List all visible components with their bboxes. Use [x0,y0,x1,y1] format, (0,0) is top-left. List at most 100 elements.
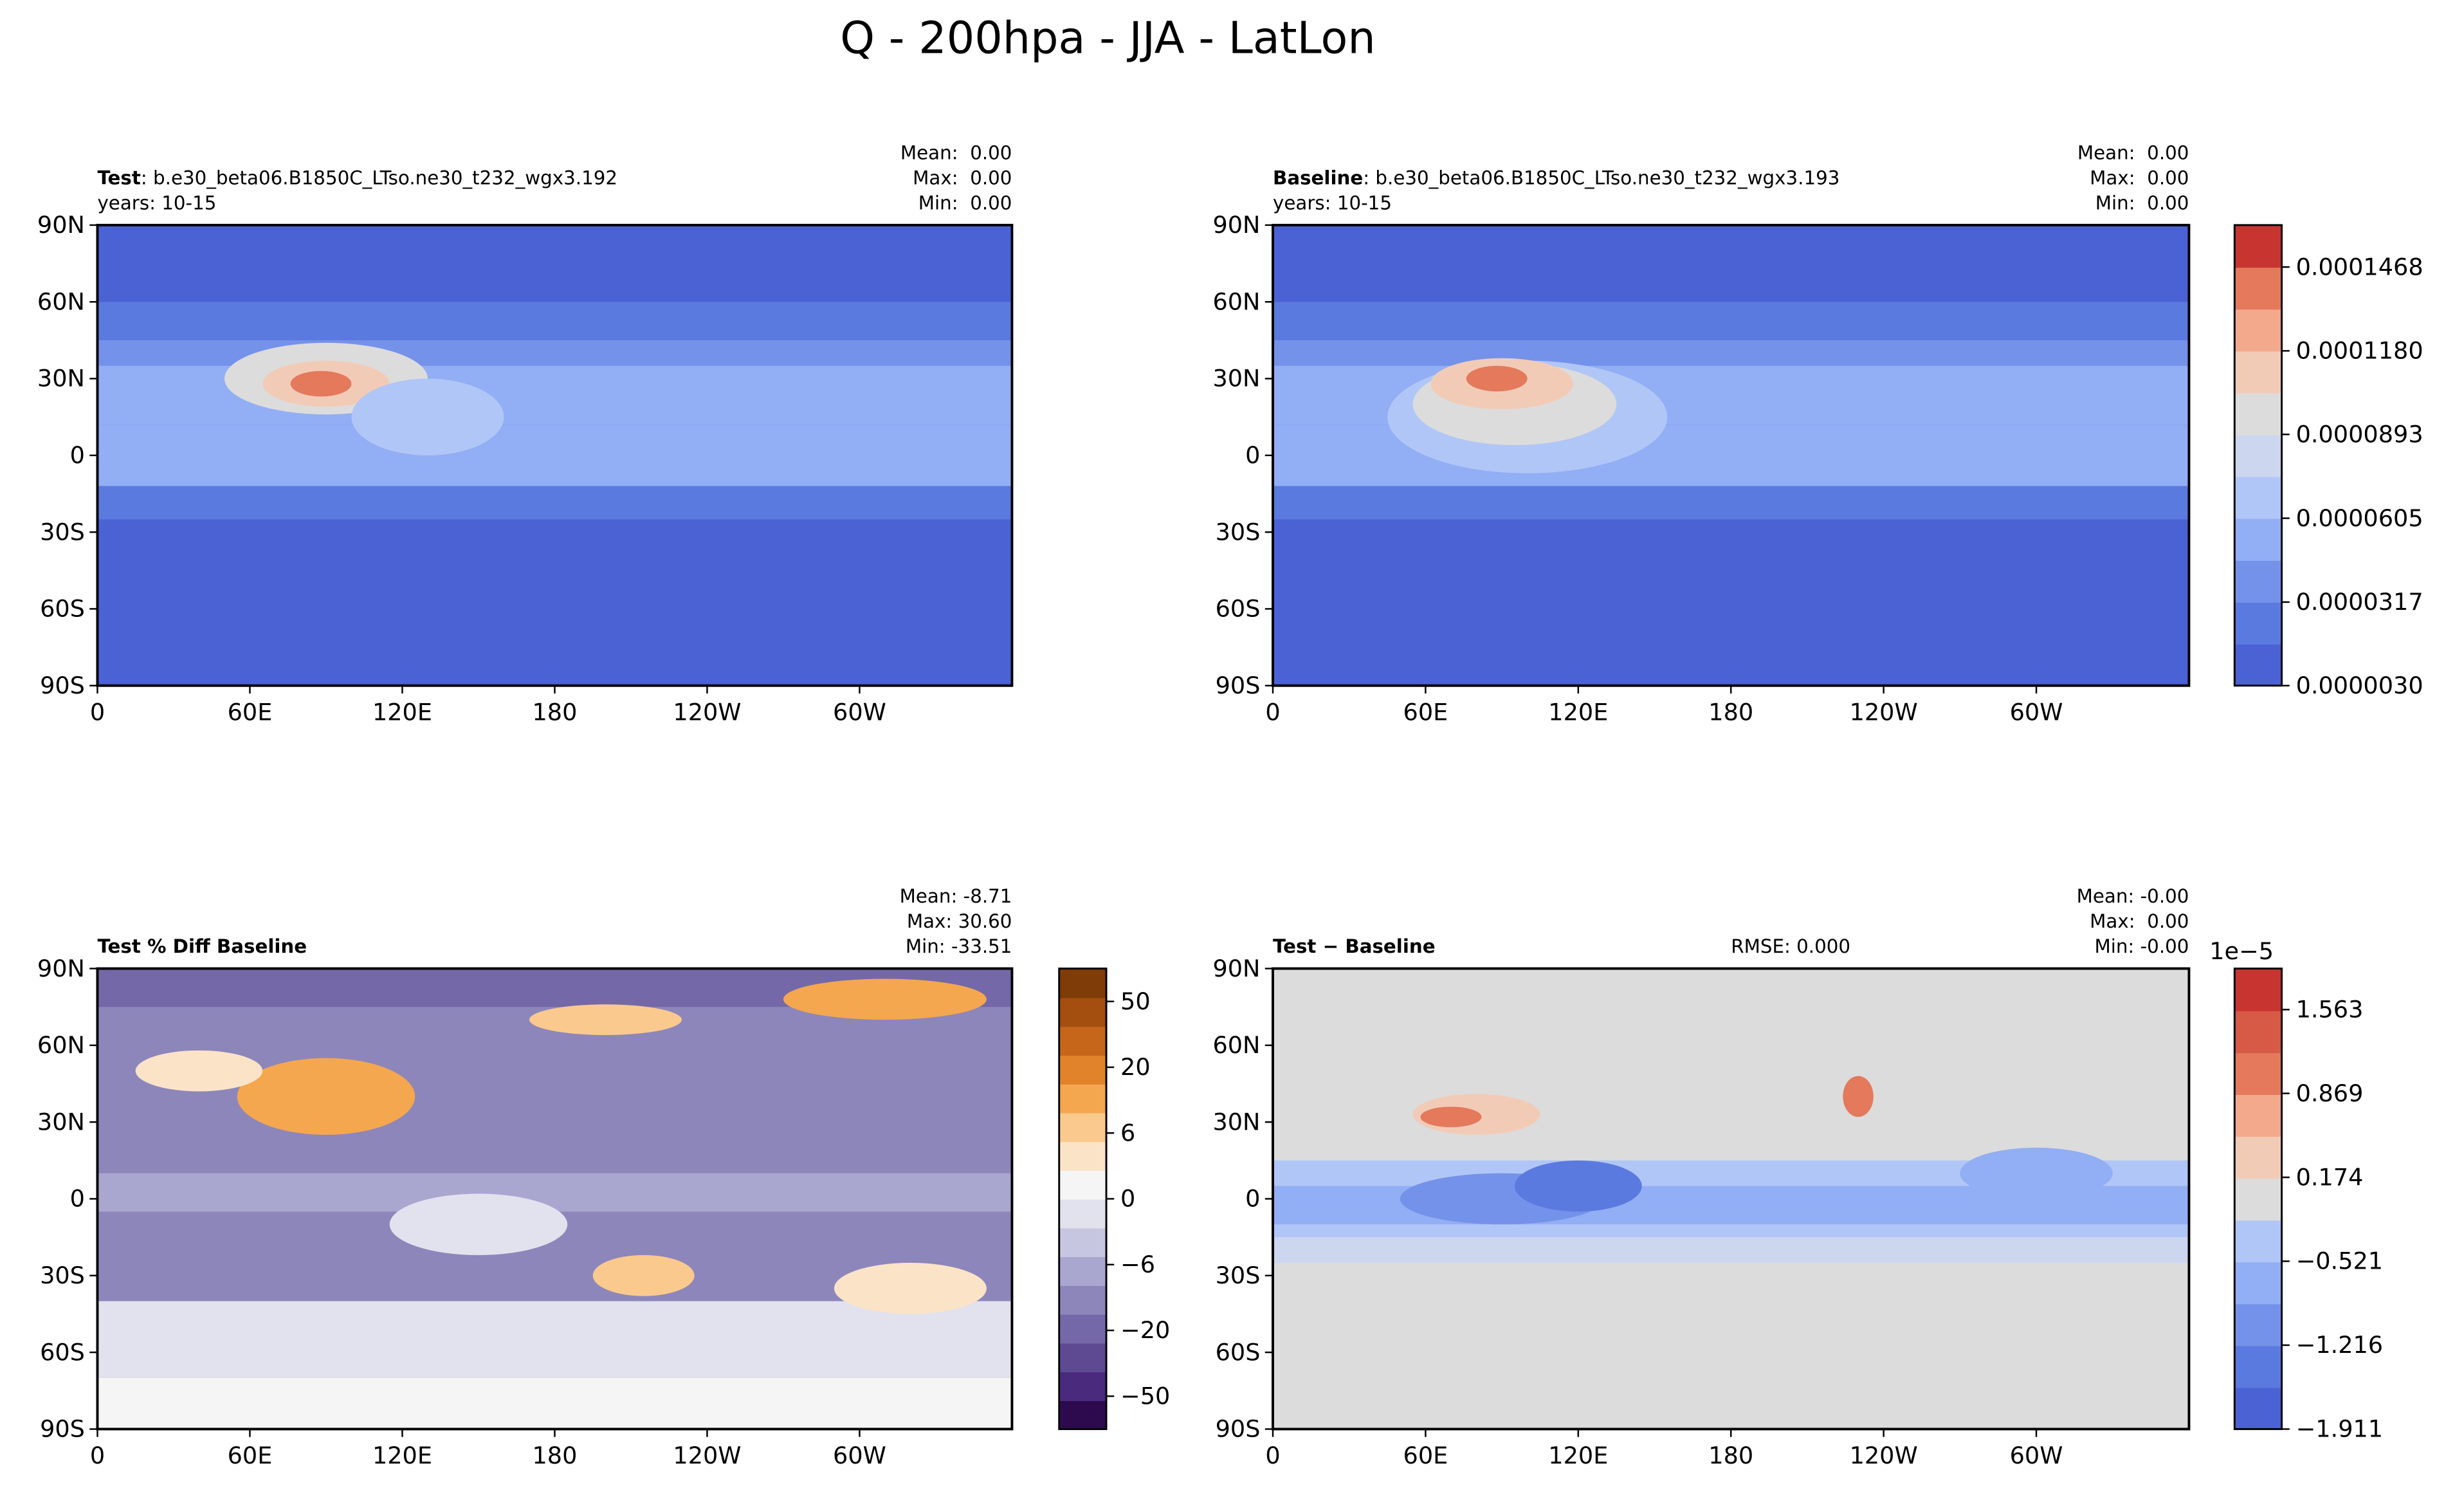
y-tick-label: 90S [1216,1415,1261,1443]
field-blob [1960,1147,2113,1199]
colorbar-frame [2233,968,2283,1430]
field-blob [834,1262,987,1314]
x-tick-label: 120W [673,1442,741,1469]
y-tick-label: 30S [40,518,85,546]
y-tick-label: 30S [1216,1262,1261,1289]
colorbar-tick-label: 0.174 [2296,1163,2364,1191]
x-tick-label: 60W [833,1442,886,1469]
field-blob [389,1193,568,1255]
stat: Mean: -0.00 [2077,885,2189,907]
field-blob [529,1004,682,1035]
x-tick-label: 120E [372,699,432,726]
colorbar-tick-label: 1.563 [2296,996,2364,1024]
colorbar-band [2234,1094,2282,1137]
y-tick-label: 60N [37,288,85,315]
stat: Mean: 0.00 [2077,142,2189,163]
colorbar-tick-label: −6 [1120,1251,1155,1278]
colorbar-tick-label: 0.0000317 [2296,588,2423,616]
colorbar-band [1059,1170,1107,1200]
colorbar-tick-label: 0.0001468 [2296,253,2423,280]
x-tick-label: 60E [228,1442,273,1469]
x-tick-label: 0 [90,1442,105,1469]
field-blob [783,978,987,1020]
colorbar-band [2234,266,2282,310]
colorbar-band [1059,1141,1107,1171]
x-tick-label: 60E [1403,1442,1448,1469]
y-tick-label: 60S [40,595,85,623]
y-tick-label: 60N [37,1031,85,1059]
x-tick-label: 120E [1548,1442,1608,1469]
y-tick-label: 60S [40,1338,85,1366]
y-tick-label: 90N [1212,955,1260,982]
y-tick-label: 90N [37,211,85,239]
field-band [1273,302,2189,340]
colorbar-band [2234,560,2282,603]
x-tick-label: 120W [1850,1442,1918,1469]
colorbar-tick-label: −0.521 [2296,1247,2384,1275]
colorbar-band [2234,351,2282,394]
field-blob [135,1050,263,1092]
colorbar-band [2234,434,2282,477]
y-tick-label: 30N [1212,1108,1260,1135]
colorbar-band [1059,1227,1107,1258]
stat: Max: 0.00 [2090,910,2189,932]
y-tick-label: 30N [37,1108,85,1135]
colorbar-tick-label: −1.911 [2296,1415,2384,1443]
x-tick-label: 180 [533,1442,578,1469]
x-tick-label: 60E [228,699,273,726]
y-tick-label: 30N [1212,365,1260,392]
colorbar-band [2234,1387,2282,1430]
colorbar-band [2234,1135,2282,1179]
y-tick-label: 90S [1216,672,1261,699]
colorbar-band [1059,1314,1107,1344]
field-band [97,1173,1012,1212]
y-tick-label: 30S [1216,518,1261,546]
colorbar-band [1059,1285,1107,1315]
y-tick-label: 30S [40,1262,85,1289]
colorbar-offset: 1e−5 [2209,937,2274,965]
x-tick-label: 120E [372,1442,432,1469]
years: years: 10-15 [97,192,216,214]
y-tick-label: 60S [1216,1338,1261,1366]
map-field [1273,968,2189,1429]
x-tick-label: 180 [1708,699,1753,726]
y-tick-label: 0 [70,1185,85,1213]
stat: Max: 0.00 [2090,167,2189,188]
x-tick-label: 120E [1548,699,1608,726]
colorbar-tick-label: 0.0000893 [2296,420,2423,448]
colorbar-band [2234,476,2282,519]
field-band [97,1377,1012,1429]
field-blob [1514,1160,1642,1212]
x-tick-label: 180 [1708,1442,1753,1469]
stat: Min: -33.51 [906,935,1012,957]
panel-title: Test % Diff Baseline [97,935,307,957]
x-tick-label: 60W [2010,1442,2063,1469]
x-tick-label: 120W [1850,699,1918,726]
colorbar-band [1059,1083,1107,1114]
field-band [97,425,1012,486]
x-tick-label: 60W [833,699,886,726]
colorbar-band [2234,968,2282,1011]
colorbar-tick-label: 0.869 [2296,1079,2364,1107]
map-field [97,225,1012,686]
panel-label: Baseline [1273,167,1363,188]
field-band [97,1301,1012,1378]
stat: Mean: 0.00 [900,142,1012,163]
x-tick-label: 0 [1265,699,1280,726]
colorbar-band [1059,997,1107,1027]
field-blob [1843,1076,1874,1117]
colorbar-band [2234,1010,2282,1053]
colorbar-band [2234,309,2282,352]
colorbar-tick-label: −1.216 [2296,1331,2384,1359]
colorbar-band [1059,1026,1107,1056]
x-tick-label: 180 [533,699,578,726]
map-field [97,968,1012,1429]
colorbar-tick-label: −50 [1120,1382,1170,1410]
colorbar-band [2234,518,2282,561]
colorbar-band [2234,1052,2282,1096]
colorbar-band [2234,1345,2282,1388]
x-tick-label: 60E [1403,699,1448,726]
x-tick-label: 120W [673,699,741,726]
colorbar-band [2234,643,2282,686]
